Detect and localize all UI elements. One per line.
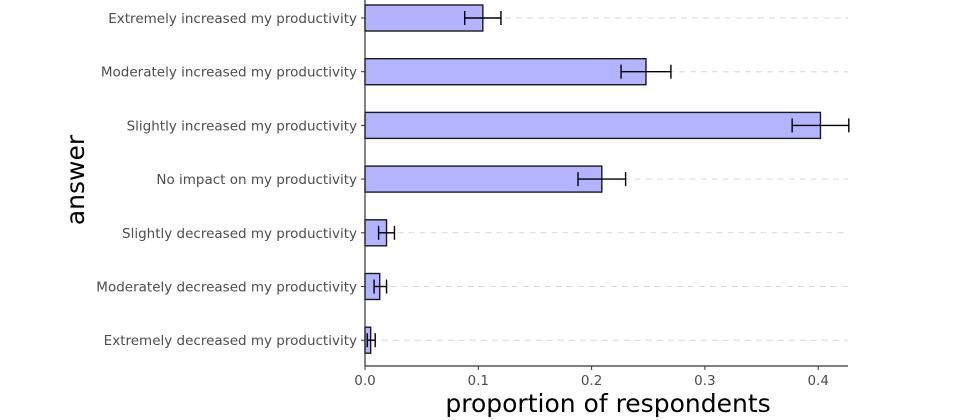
grid-lines (370, 17, 848, 341)
x-axis-title: proportion of respondents (445, 389, 770, 418)
x-tick-labels: 0.0 0.1 0.2 0.3 0.4 (354, 373, 829, 389)
bar (364, 165, 603, 193)
bar (364, 111, 822, 140)
bars (364, 4, 822, 354)
x-tick-label: 0.3 (694, 373, 715, 389)
axes (361, 0, 848, 370)
y-tick-label: Moderately decreased my productivity (96, 280, 357, 296)
bar (364, 58, 647, 86)
error-bars (366, 11, 850, 348)
bar (364, 4, 484, 32)
y-tick-labels: Extremely increased my productivity Moder… (96, 11, 357, 349)
y-tick-label: Extremely decreased my productivity (104, 333, 357, 349)
x-tick-label: 0.4 (807, 373, 828, 389)
y-axis-title: answer (61, 134, 90, 225)
x-tick-label: 0.1 (468, 373, 489, 389)
x-tick-label: 0.2 (581, 373, 602, 389)
y-tick-label: Slightly increased my productivity (127, 118, 357, 134)
y-tick-label: Extremely increased my productivity (108, 11, 357, 27)
y-tick-label: No impact on my productivity (156, 172, 357, 188)
y-tick-label: Slightly decreased my productivity (122, 226, 357, 242)
y-tick-label: Moderately increased my productivity (101, 65, 357, 81)
x-tick-label: 0.0 (354, 373, 375, 389)
